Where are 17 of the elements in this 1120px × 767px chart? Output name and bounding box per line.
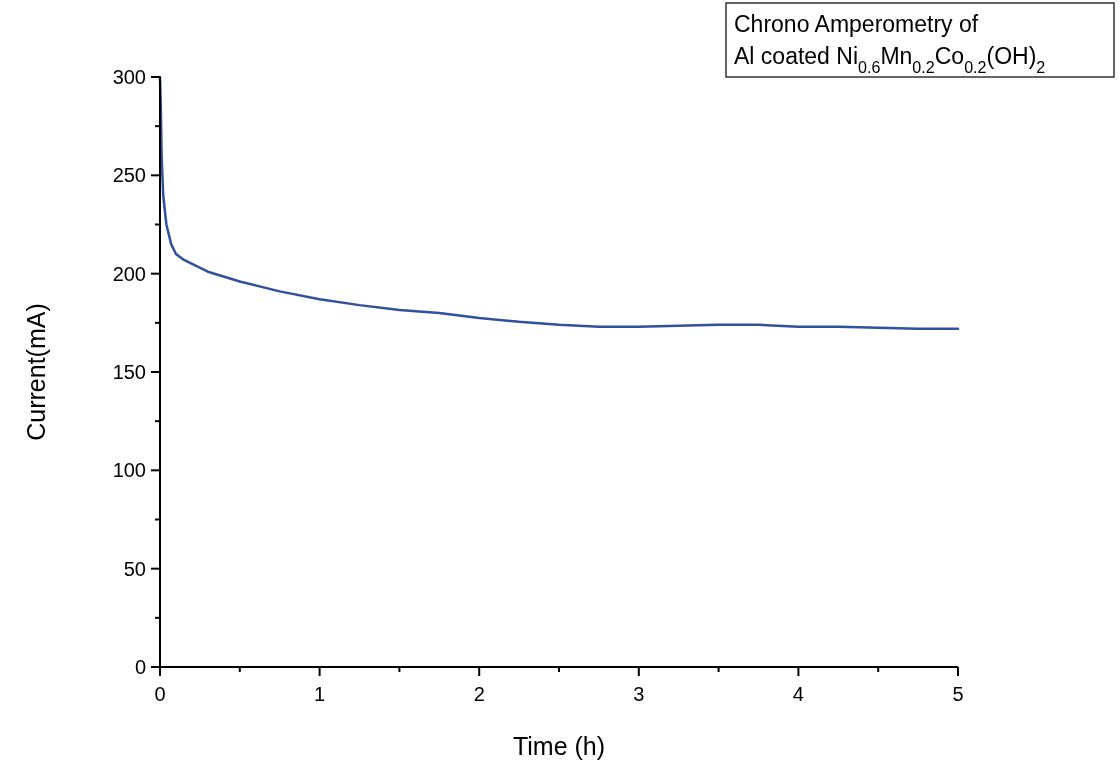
y-tick-label: 50	[123, 557, 146, 580]
y-tick-label: 250	[112, 164, 146, 187]
x-tick-label: 5	[952, 683, 964, 705]
x-tick-label: 0	[154, 683, 166, 705]
x-tick-label: 4	[792, 683, 804, 705]
y-axis-title: Current(mA)	[22, 303, 50, 441]
y-tick-label: 300	[112, 66, 146, 88]
y-tick-label: 150	[112, 361, 146, 383]
x-tick-label: 3	[633, 683, 645, 705]
x-tick-label: 1	[314, 683, 326, 705]
x-tick-label: 2	[473, 683, 485, 705]
chart-title: Chrono Amperometry of Al coated Ni$_{0.6}$Mn$_{0.2}$Co$_{0.2}$(OH)$_{2}$	[734, 11, 1046, 76]
y-tick-label: 200	[112, 262, 146, 285]
y-tick-label: 0	[134, 656, 146, 678]
line-series	[158, 75, 960, 330]
x-axis-title: Time (h)	[512, 732, 606, 760]
y-tick-label: 100	[112, 459, 146, 482]
